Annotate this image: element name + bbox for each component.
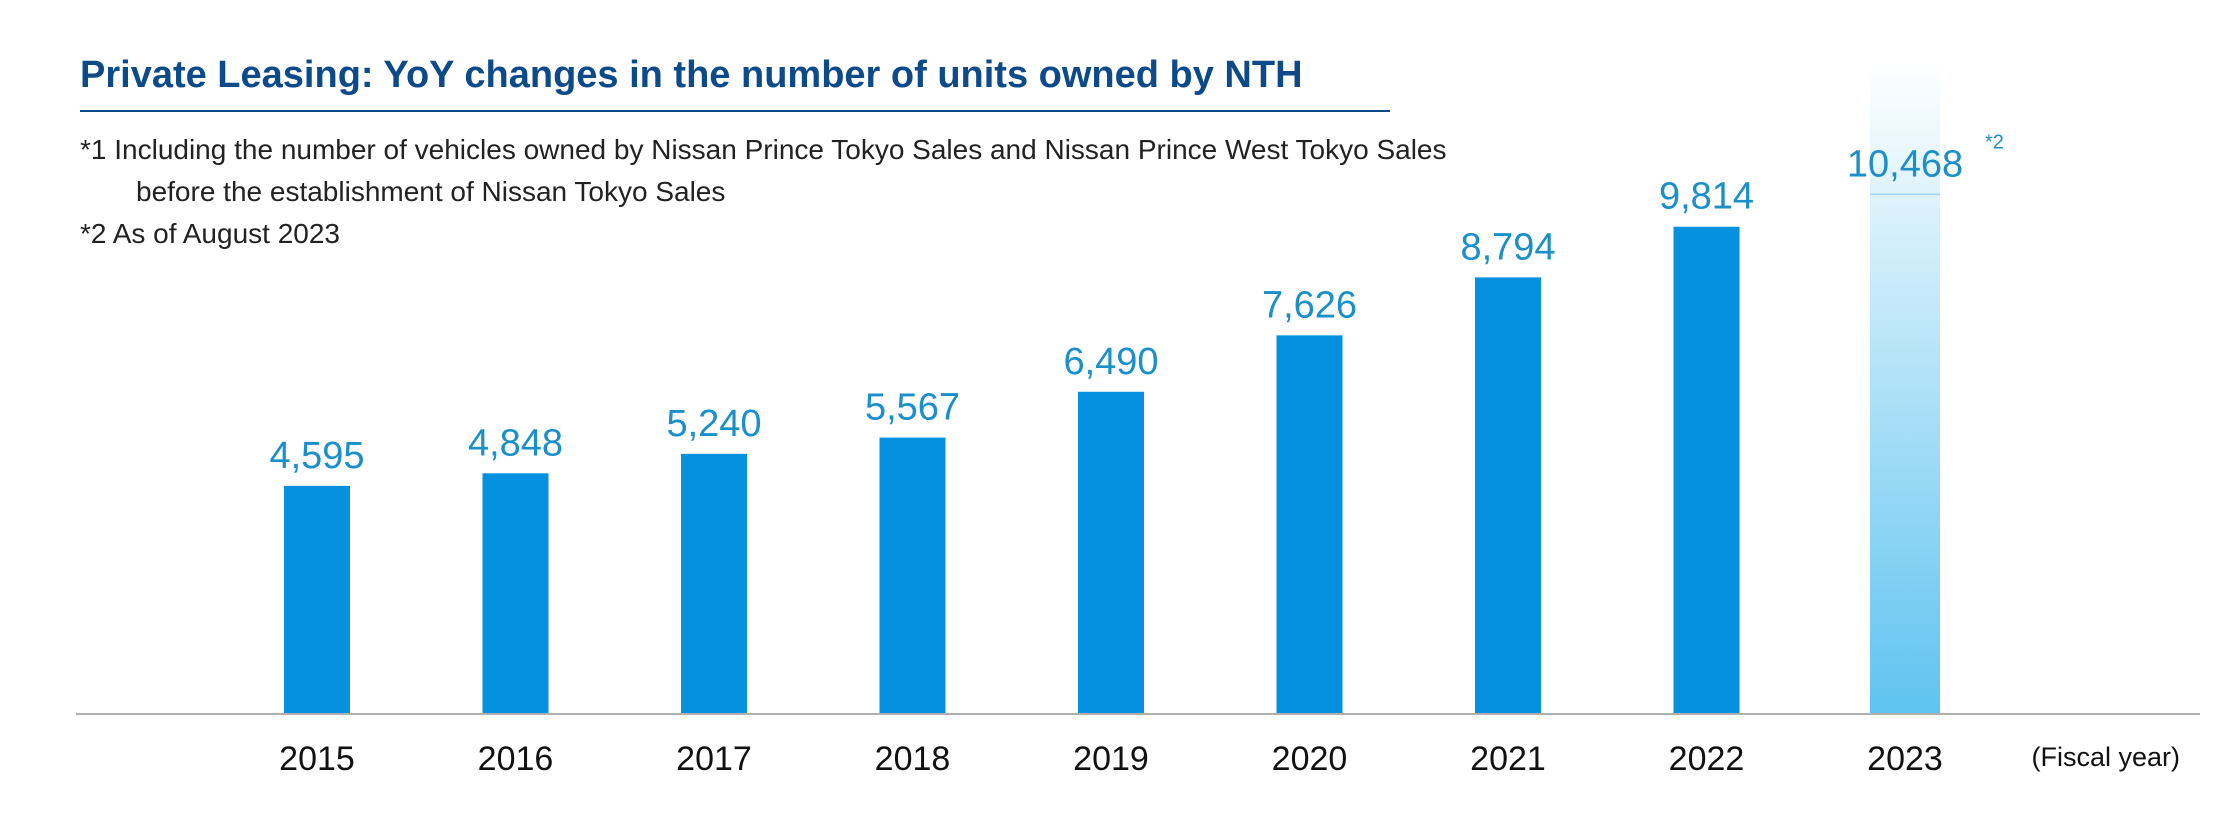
bar-2018 [879, 437, 946, 714]
x-tick-label-2021: 2021 [1470, 740, 1546, 778]
bar-2015 [284, 485, 350, 714]
bar-2021 [1475, 277, 1541, 714]
value-label-2022: 9,814 [1659, 176, 1754, 218]
x-tick-label-2022: 2022 [1669, 740, 1745, 778]
bar-2020 [1276, 335, 1343, 714]
x-tick-label-2018: 2018 [875, 740, 951, 778]
value-label-2019: 6,490 [1063, 341, 1158, 383]
title-underline [80, 110, 1390, 112]
footnote-1-continued: before the establishment of Nissan Tokyo… [136, 176, 726, 207]
bar-2016 [482, 473, 549, 714]
bar-2017 [681, 453, 747, 714]
value-label-2018: 5,567 [865, 387, 960, 429]
value-label-2015: 4,595 [269, 435, 364, 477]
x-tick-label-2020: 2020 [1272, 740, 1348, 778]
value-label-2020: 7,626 [1262, 284, 1357, 326]
bar-2022 [1673, 226, 1740, 714]
footnote-1: *1 Including the number of vehicles owne… [80, 134, 1447, 165]
x-tick-label-2017: 2017 [676, 740, 752, 778]
value-label-2023: 10,468 [1847, 143, 1963, 185]
x-tick-label-2023: 2023 [1867, 740, 1943, 778]
value-label-2021: 8,794 [1460, 226, 1555, 268]
bar-2023 [1870, 60, 1940, 714]
value-label-2016: 4,848 [468, 422, 563, 464]
bar-2019 [1078, 391, 1144, 714]
x-tick-label-2016: 2016 [478, 740, 554, 778]
x-tick-label-2019: 2019 [1073, 740, 1149, 778]
x-axis-unit-label: (Fiscal year) [2031, 742, 2180, 772]
annotation-mark-2023: *2 [1985, 131, 2004, 153]
footnote-2: *2 As of August 2023 [80, 218, 340, 249]
x-tick-label-2015: 2015 [279, 740, 355, 778]
value-label-2017: 5,240 [666, 403, 761, 445]
chart-title: Private Leasing: YoY changes in the numb… [80, 54, 1303, 96]
